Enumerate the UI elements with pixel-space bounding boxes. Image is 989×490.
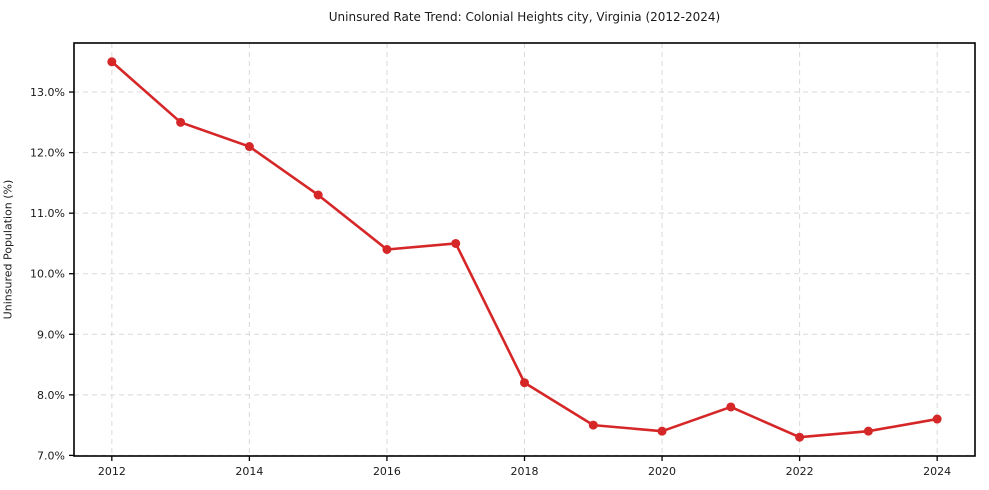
data-point-marker [176, 117, 186, 127]
data-point-marker [863, 426, 873, 436]
data-point-marker [382, 245, 392, 254]
data-point-marker [588, 420, 598, 430]
x-tick-label: 2020 [648, 465, 676, 478]
data-point-marker [244, 142, 254, 152]
y-tick-label: 13.0% [30, 86, 65, 99]
chart-title: Uninsured Rate Trend: Colonial Heights c… [328, 10, 721, 24]
data-point-marker [107, 57, 117, 67]
x-tick-label: 2014 [235, 465, 263, 478]
y-tick-label: 7.0% [37, 449, 65, 462]
x-tick-label: 2024 [923, 465, 951, 478]
data-point-marker [932, 414, 942, 424]
data-point-marker [520, 378, 529, 388]
x-tick-label: 2012 [98, 465, 126, 478]
x-tick-label: 2022 [786, 465, 814, 478]
data-point-marker [795, 432, 805, 442]
x-tick-label: 2018 [511, 465, 539, 478]
data-point-marker [451, 238, 461, 248]
data-point-marker [313, 190, 323, 200]
data-point-marker [657, 426, 667, 436]
y-tick-label: 9.0% [37, 328, 65, 341]
data-point-marker [726, 402, 736, 412]
y-tick-label: 10.0% [30, 268, 65, 281]
y-tick-label: 8.0% [37, 389, 65, 402]
y-tick-label: 12.0% [30, 147, 65, 160]
x-tick-label: 2016 [373, 465, 401, 478]
y-tick-label: 11.0% [30, 207, 65, 220]
